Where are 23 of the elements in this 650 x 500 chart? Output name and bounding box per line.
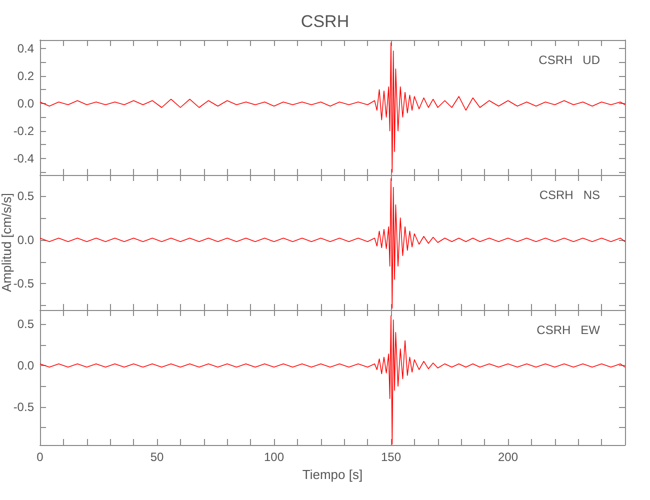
x-tick-label: 200	[498, 450, 518, 464]
x-axis-title: Tiempo [s]	[302, 466, 363, 482]
y-tick-label: 0.4	[17, 41, 34, 56]
line-series	[40, 42, 626, 173]
annotation: CSRH NS	[539, 188, 600, 202]
y-tick-label: 0.5	[17, 189, 34, 204]
y-axis-title: Amplitud [cm/s/s]	[0, 193, 14, 292]
y-tick-label: -0.5	[13, 276, 34, 291]
y-tick-label: 0.0	[17, 358, 34, 372]
y-tick-label: 0.0	[17, 96, 34, 110]
x-tick-label: 50	[150, 450, 164, 464]
y-tick-label: -0.4	[13, 151, 34, 166]
y-tick-label: -0.2	[13, 124, 34, 138]
y-tick-label: -0.5	[13, 400, 34, 414]
x-tick-label: 0	[36, 450, 44, 464]
y-tick-label: 0.2	[17, 68, 34, 83]
y-tick-label: 0.5	[17, 317, 34, 332]
annotation: CSRH UD	[538, 53, 600, 67]
x-tick-label: 150	[380, 450, 402, 464]
y-tick-label: 0.0	[17, 232, 34, 247]
chart-title: CSRH	[300, 12, 350, 31]
x-tick-label: 100	[264, 450, 284, 464]
annotation: CSRH EW	[536, 323, 601, 337]
